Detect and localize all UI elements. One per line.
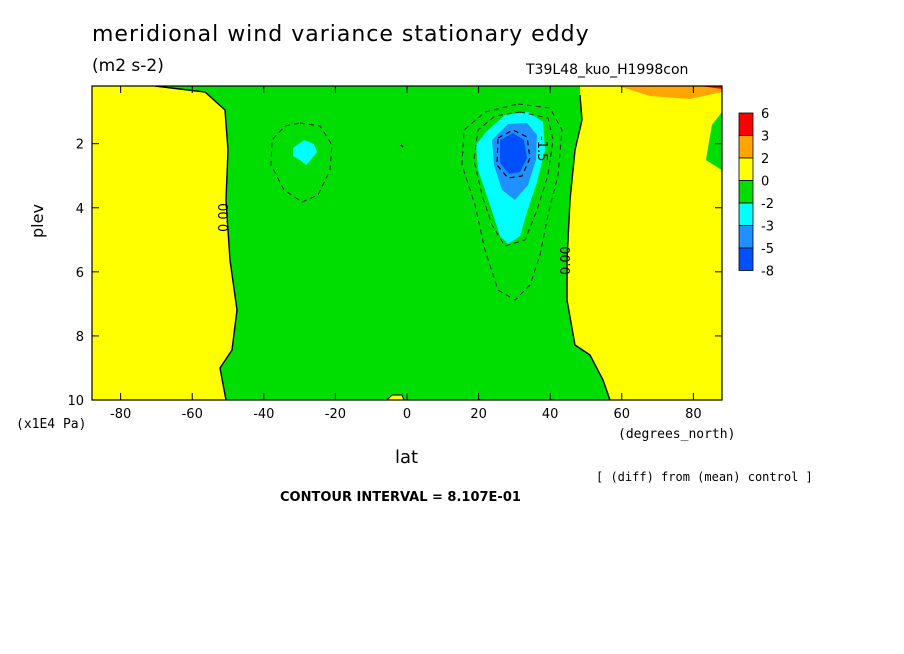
fill-yellow-north [567,86,722,400]
dashed-contour-north-inner [473,111,554,247]
stray-contour-dot [400,144,404,148]
colorbar-swatch [738,135,754,159]
fill-red-strip [700,86,722,89]
y-tick-label: 6 [76,266,84,281]
x-axis-title: lat [395,447,419,468]
x-tick-label: 40 [542,407,559,422]
chart-units: (m2 s-2) [92,56,164,76]
contour-label: 0.00 [559,246,574,275]
fill-cyan-south-min [293,140,317,165]
y-axis-units: (x1E4 Pa) [16,417,87,432]
fill-orange-strip [618,86,722,99]
x-axis: -80 -60 -40 -20 0 20 40 60 80 [110,86,702,422]
x-tick-label: -80 [110,407,131,422]
zero-contour-south [154,86,238,400]
dashed-contour-north-core [496,129,531,179]
y-tick-label: 10 [67,394,84,409]
colorbar-label: -8 [761,265,774,280]
fill-green-edge-north [706,112,722,170]
y-tick-label: 2 [76,138,84,153]
contour-label: -1.5 [534,136,549,161]
contour-interval: CONTOUR INTERVAL = 8.107E-01 [280,490,521,505]
x-axis-units: (degrees_north) [618,427,736,442]
dashed-contour-north-outer [461,103,563,301]
colorbar-label: -5 [761,242,774,257]
colorbar-label: 0 [761,175,769,190]
run-name: T39L48_kuo_H1998con [526,62,689,78]
colorbar-swatch [738,247,754,271]
colorbar: 6 3 2 0 -2 -3 -5 -8 [738,107,774,280]
x-tick-label: -20 [325,407,346,422]
colorbar-label: 2 [761,152,769,167]
colorbar-swatch [738,112,754,136]
y-axis: 2 4 6 8 10 [67,138,722,409]
fill-deepblue-north-min [500,133,527,174]
colorbar-label: 6 [761,107,769,122]
colorbar-swatch [738,225,754,249]
colorbar-swatch [738,180,754,204]
zero-contour-equator-bottom [386,394,405,400]
zero-contour-north [566,94,611,400]
colorbar-swatch [738,202,754,226]
colorbar-label: 3 [761,130,769,145]
fill-yellow-south [92,86,237,400]
comparison-note: [ (diff) from (mean) control ] [596,470,813,484]
plot-area [92,86,722,400]
x-tick-label: 0 [403,407,411,422]
colorbar-label: -2 [761,197,774,212]
y-tick-label: 4 [76,202,84,217]
x-tick-label: -40 [253,407,274,422]
colorbar-swatch [738,157,754,181]
dashed-contour-south [270,122,333,203]
x-tick-label: -60 [182,407,203,422]
chart-title: meridional wind variance stationary eddy [92,22,590,47]
x-tick-label: 80 [685,407,702,422]
y-tick-label: 8 [76,330,84,345]
contour-label: 0.00 [217,203,232,232]
y-axis-title: plev [28,204,47,238]
x-tick-label: 20 [470,407,487,422]
colorbar-label: -3 [761,220,774,235]
x-tick-label: 60 [613,407,630,422]
